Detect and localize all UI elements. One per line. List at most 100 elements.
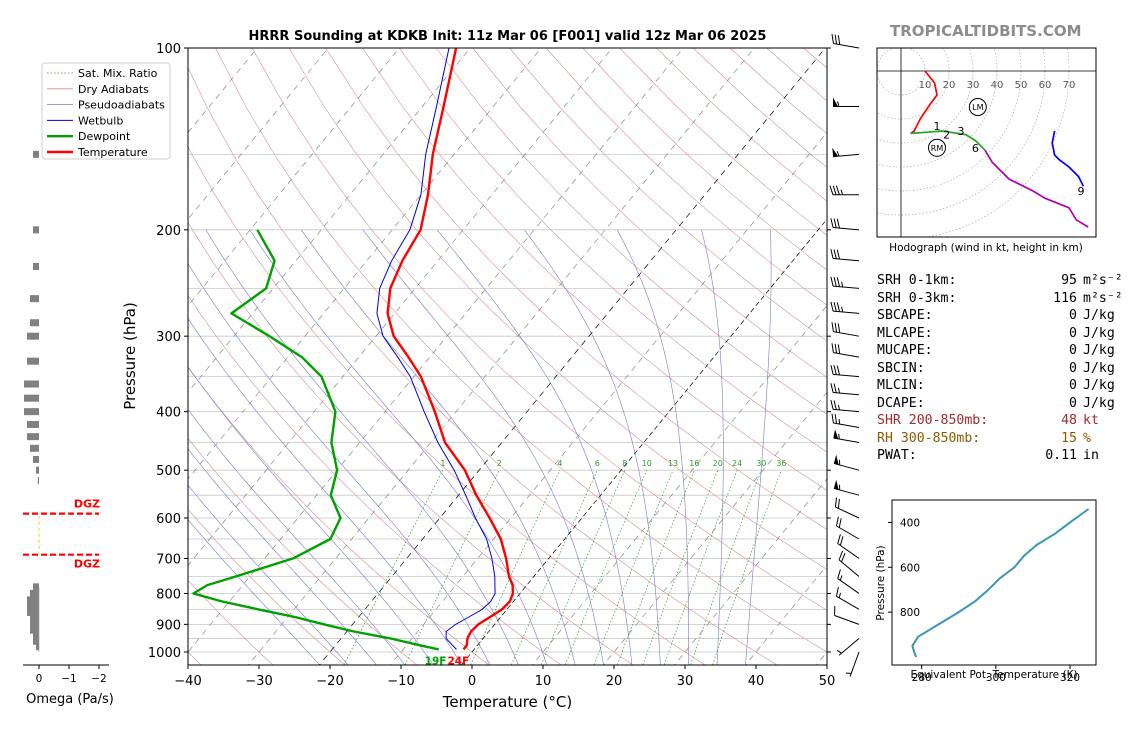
wind-barb — [833, 97, 859, 108]
x-tick-label: 50 — [819, 674, 836, 689]
wind-barb-shaft — [838, 559, 860, 577]
stat-value: 0.11 — [1045, 448, 1077, 463]
isotherm-line — [188, 48, 542, 480]
wind-barb-full — [836, 249, 840, 260]
wind-barb-shaft — [833, 422, 860, 429]
isotherm-line — [188, 48, 329, 220]
hodograph-ring-label: 70 — [1063, 80, 1076, 91]
omega-bar — [33, 226, 39, 234]
x-tick-label: −10 — [387, 674, 414, 689]
stat-value: 0 — [1069, 395, 1077, 411]
hodograph-frame — [876, 47, 1097, 238]
wind-barb — [830, 400, 860, 413]
hodograph-trace — [1051, 130, 1085, 187]
stats-table: SRH 0-1km: 95 m²s⁻² SRH 0-3km: 116 m²s⁻² SBCAP… — [877, 272, 1123, 465]
storm-motion-label: LM — [972, 103, 983, 112]
dry-adiabat — [472, 48, 827, 378]
wind-barb-full — [839, 536, 844, 546]
wind-barb-full — [834, 497, 838, 508]
wind-barb-full — [833, 302, 837, 312]
isotherm-line — [188, 48, 258, 134]
wind-barb-full — [834, 34, 838, 45]
thetae-y-tick-label: 600 — [900, 562, 920, 574]
omega-bar — [37, 476, 39, 484]
x-tick-label: −30 — [245, 674, 272, 689]
wind-barb — [830, 301, 860, 314]
storm-motion-marker — [968, 98, 987, 116]
stat-key: DCAPE: — [877, 395, 925, 411]
isotherm-line — [247, 48, 755, 665]
wind-barb — [832, 147, 860, 158]
stat-row: MLCAPE: 0 J/kg — [877, 325, 1123, 343]
wind-barb-full — [831, 34, 834, 44]
y-tick-label: 800 — [156, 587, 181, 602]
omega-bar — [27, 420, 39, 428]
wind-barb-flag — [833, 454, 839, 465]
mixing-ratio-label: 20 — [713, 459, 723, 468]
stat-unit: J/kg — [1083, 395, 1115, 411]
thetae-x-tick-label: 320 — [1060, 672, 1080, 684]
hodograph-height-label: 6 — [972, 142, 979, 155]
y-tick-label: 700 — [156, 552, 181, 567]
stat-row: SBCAPE: 0 J/kg — [877, 307, 1123, 325]
hodograph-trace — [910, 70, 938, 135]
wind-barb-shaft — [833, 408, 860, 413]
wind-barb — [835, 586, 860, 610]
mixing-ratio-label: 2 — [497, 459, 502, 468]
moist-adiabat — [188, 366, 434, 665]
omega-bar — [33, 583, 39, 591]
y-tick-label: 500 — [156, 464, 181, 479]
surface-dewpoint-label: 19F — [425, 655, 447, 667]
dry-adiabat — [288, 48, 827, 570]
wind-barb-flag — [832, 147, 839, 157]
wind-barb — [833, 454, 860, 471]
x-tick-label: 40 — [748, 674, 765, 689]
x-tick-label: −20 — [316, 674, 343, 689]
wind-barb-shaft — [833, 331, 860, 337]
stat-unit: % — [1083, 430, 1091, 446]
wind-barb-shaft — [833, 42, 860, 49]
wind-barb — [837, 534, 860, 559]
stat-unit: m²s⁻² — [1083, 273, 1123, 288]
wind-barb-shaft — [833, 462, 860, 471]
wind-barb-full — [835, 185, 840, 195]
stat-value: 48 — [1061, 413, 1077, 428]
omega-bar — [30, 444, 39, 452]
moist-adiabat — [616, 229, 690, 665]
wind-barb-shaft — [836, 595, 860, 610]
hodograph-caption: Hodograph (wind in kt, height in km) — [889, 242, 1083, 254]
mixing-ratio-line — [593, 470, 674, 665]
omega-bar — [33, 455, 39, 463]
wind-barb-half — [838, 418, 841, 425]
thetae-x-label: Equivalent Pot. Temperature (K) — [910, 669, 1077, 681]
omega-bar — [36, 466, 39, 474]
mixing-ratio-line — [663, 470, 738, 665]
moist-adiabat — [301, 229, 576, 665]
brand-watermark: TROPICALTIDBITS.COM — [890, 22, 1082, 40]
moist-adiabat — [249, 229, 547, 665]
wind-barb-flag — [833, 429, 839, 439]
stat-value: 0 — [1069, 343, 1077, 358]
x-tick-label: 30 — [677, 674, 694, 689]
x-tick-label: −40 — [174, 674, 201, 689]
dry-adiabat — [188, 146, 705, 665]
dry-adiabat — [188, 437, 417, 665]
stat-unit: J/kg — [1083, 325, 1115, 341]
dry-adiabat — [435, 48, 827, 415]
stat-row: SHR 200-850mb: 48 kt — [877, 412, 1123, 430]
wind-barb-full — [831, 322, 834, 332]
wind-barb-shaft — [849, 651, 860, 677]
mixing-ratio-label: 4 — [557, 459, 562, 468]
wind-barb-half — [838, 433, 840, 440]
dewpoint-line — [192, 229, 439, 651]
wind-barb — [830, 249, 860, 262]
mixing-ratio-label: 6 — [595, 459, 600, 468]
wind-barb-full — [838, 550, 844, 561]
stat-key: SRH 0-3km: — [877, 290, 957, 306]
wind-barb-full — [836, 277, 840, 287]
isotherm-line — [188, 48, 471, 393]
wind-barb-full — [837, 35, 841, 45]
wind-barb-full — [834, 414, 838, 424]
stat-key: RH 300-850mb: — [877, 430, 981, 446]
